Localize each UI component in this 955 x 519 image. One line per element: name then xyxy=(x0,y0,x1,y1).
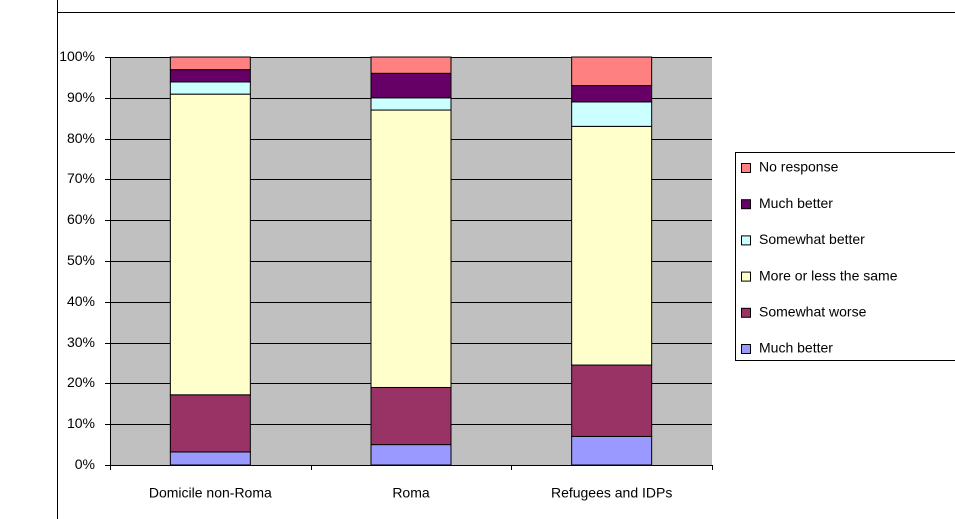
bar-segment xyxy=(571,364,653,437)
legend-swatch xyxy=(741,163,751,173)
legend-swatch xyxy=(741,271,751,282)
bar-segment xyxy=(169,93,251,396)
y-tick-label: 80% xyxy=(67,130,95,146)
bar-segment xyxy=(169,81,251,95)
bar-segment xyxy=(370,56,452,74)
bar-segment xyxy=(571,85,653,103)
bar-segment xyxy=(370,109,452,388)
legend-label: Somewhat worse xyxy=(759,304,867,320)
y-tick-label: 0% xyxy=(75,456,95,472)
bar-segment xyxy=(571,101,653,127)
legend xyxy=(735,152,955,361)
bar-segment xyxy=(571,125,653,366)
legend-label: No response xyxy=(759,159,839,175)
y-tick-label: 30% xyxy=(67,334,95,350)
x-tick-label: Roma xyxy=(392,485,430,501)
legend-swatch xyxy=(741,235,751,246)
bar-segment xyxy=(370,444,452,466)
bar-segment xyxy=(370,72,452,99)
legend-label: Somewhat better xyxy=(759,231,865,247)
x-tick-label: Domicile non-Roma xyxy=(149,485,272,501)
y-tick-label: 10% xyxy=(67,415,95,431)
y-tick-label: 20% xyxy=(67,374,95,390)
legend-swatch xyxy=(741,307,751,318)
x-tick-label: Refugees and IDPs xyxy=(551,485,672,501)
bar-segment xyxy=(370,386,452,446)
bar-segment xyxy=(169,69,251,83)
bar-segment xyxy=(169,56,251,71)
y-tick-label: 60% xyxy=(67,211,95,227)
legend-label: Much better xyxy=(759,340,833,356)
legend-swatch xyxy=(741,344,751,354)
legend-label: More or less the same xyxy=(759,267,898,283)
legend-swatch xyxy=(741,199,751,210)
bar-segment xyxy=(571,435,653,466)
bar-segment xyxy=(370,97,452,111)
y-tick-label: 40% xyxy=(67,293,95,309)
legend-label: Much better xyxy=(759,195,833,211)
y-tick-label: 100% xyxy=(59,48,95,64)
y-tick-label: 70% xyxy=(67,170,95,186)
bar-segment xyxy=(169,451,251,466)
y-tick-label: 50% xyxy=(67,252,95,268)
bar-segment xyxy=(571,56,653,87)
y-tick-label: 90% xyxy=(67,89,95,105)
bar-segment xyxy=(169,394,251,453)
